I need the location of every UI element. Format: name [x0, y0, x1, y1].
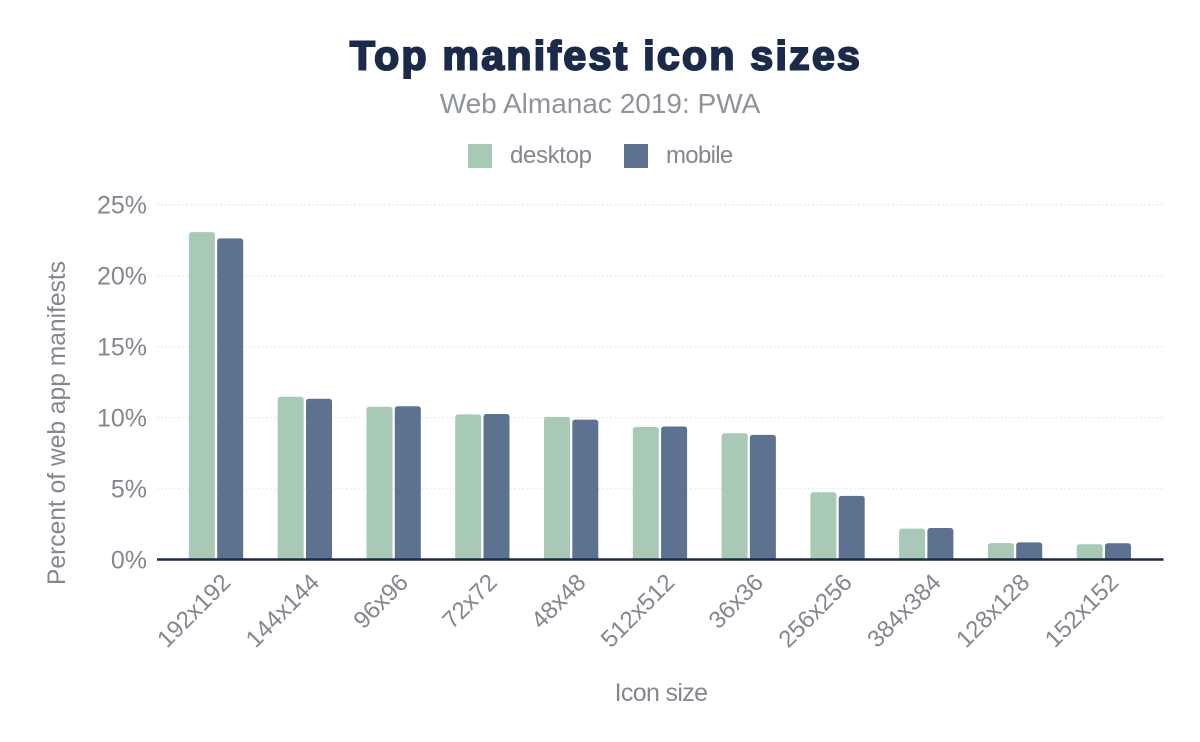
svg-text:25%: 25%: [97, 192, 147, 220]
svg-text:0%: 0%: [111, 546, 147, 574]
svg-text:Percent of web app manifests: Percent of web app manifests: [44, 261, 71, 585]
svg-text:desktop: desktop: [510, 142, 592, 169]
svg-text:mobile: mobile: [666, 142, 733, 169]
svg-text:Top manifest icon sizes: Top manifest icon sizes: [350, 33, 862, 79]
svg-text:10%: 10%: [97, 405, 147, 433]
svg-text:Icon size: Icon size: [615, 679, 708, 707]
svg-text:5%: 5%: [111, 475, 147, 503]
svg-text:15%: 15%: [97, 334, 147, 362]
svg-text:Web Almanac 2019: PWA: Web Almanac 2019: PWA: [440, 88, 761, 119]
svg-text:20%: 20%: [97, 263, 147, 291]
